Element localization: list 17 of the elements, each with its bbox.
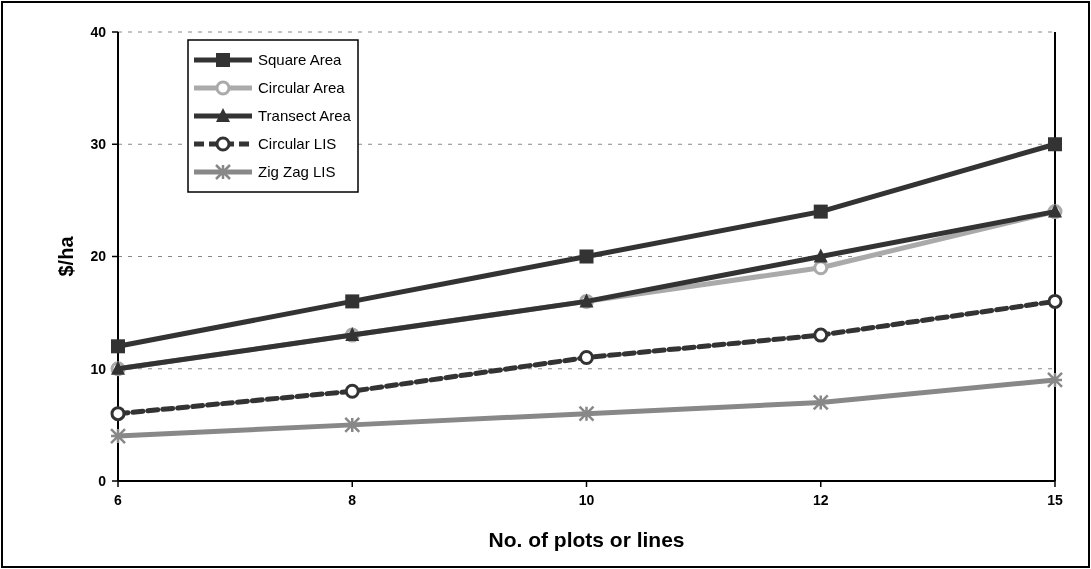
x-axis-title: No. of plots or lines (488, 528, 685, 551)
legend-label: Zig Zag LIS (258, 163, 336, 181)
y-tick-label: 10 (90, 360, 107, 377)
legend-label: Circular LIS (258, 135, 337, 153)
x-tick-label: 8 (348, 492, 357, 508)
x-tick-label: 10 (578, 492, 595, 508)
legend-label: Transect Area (258, 107, 352, 125)
y-axis-title: $/ha (55, 235, 77, 277)
legend-label: Square Area (258, 51, 343, 69)
y-tick-label: 40 (90, 23, 107, 40)
x-tick-label: 15 (1047, 492, 1063, 508)
y-tick-label: 0 (98, 472, 107, 489)
x-tick-label: 6 (114, 492, 123, 508)
x-tick-label: 12 (812, 492, 829, 508)
y-tick-label: 30 (90, 136, 107, 153)
y-tick-label: 20 (90, 248, 107, 265)
legend-label: Circular Area (258, 79, 346, 97)
